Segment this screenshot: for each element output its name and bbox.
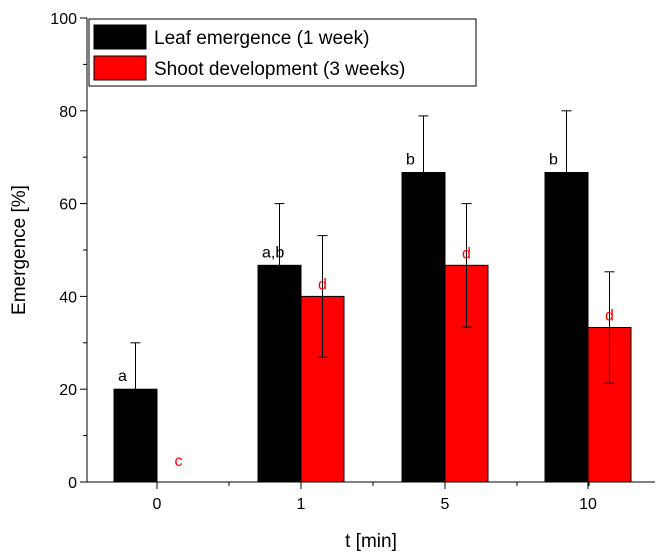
x-tick-label: 5	[441, 496, 450, 513]
significance-label-shoot-1: d	[318, 276, 327, 293]
legend-label-leaf: Leaf emergence (1 week)	[154, 28, 369, 49]
x-tick-label: 1	[297, 496, 306, 513]
y-tick-label: 20	[59, 382, 77, 399]
legend-swatch-shoot	[93, 55, 147, 81]
significance-label-leaf-10: b	[549, 152, 558, 169]
bars-layer	[113, 172, 632, 483]
bar-leaf-5	[401, 172, 446, 483]
x-tick-label: 0	[153, 496, 162, 513]
x-tick-label: 10	[579, 496, 597, 513]
legend: Leaf emergence (1 week) Shoot development…	[88, 18, 477, 87]
legend-box	[88, 18, 477, 87]
significance-label-shoot-0: c	[175, 453, 183, 470]
legend-label-shoot: Shoot development (3 weeks)	[154, 59, 405, 80]
y-tick-label: 40	[59, 289, 77, 306]
significance-label-leaf-0: a	[118, 368, 127, 385]
significance-label-shoot-5: d	[462, 245, 471, 262]
significance-label-leaf-5: b	[406, 152, 415, 169]
y-tick-label: 80	[59, 104, 77, 121]
bar-leaf-10	[544, 172, 589, 483]
bar-leaf-0	[113, 388, 158, 483]
y-tick-label: 100	[50, 11, 77, 28]
x-axis-title: t [min]	[345, 531, 397, 552]
error-bars-layer	[130, 110, 615, 390]
y-tick-label: 60	[59, 197, 77, 214]
y-tick-label: 0	[68, 475, 77, 492]
legend-swatch-leaf	[93, 24, 147, 50]
bar-leaf-1	[257, 264, 302, 483]
significance-labels-layer: a a,b b b c d d d	[118, 152, 614, 470]
significance-label-shoot-10: d	[605, 307, 614, 324]
significance-label-leaf-1: a,b	[262, 244, 284, 261]
axes-layer: 0 20 40 60 80 100 0 1 5 10	[50, 11, 655, 513]
y-axis-title: Emergence [%]	[9, 185, 30, 315]
